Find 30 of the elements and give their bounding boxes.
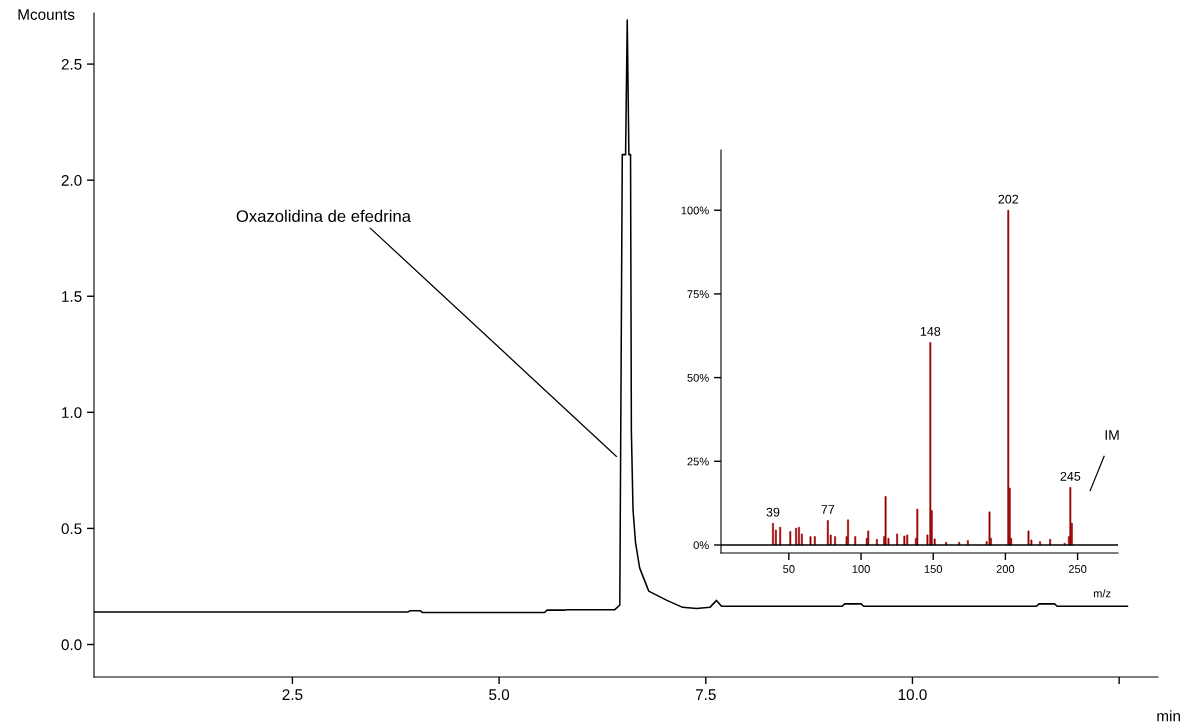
y-tick-label: 0% xyxy=(693,541,709,550)
y-tick-label: 75% xyxy=(687,290,709,299)
x-tick-label: 150 xyxy=(924,565,943,573)
x-tick-label: 50 xyxy=(783,565,795,573)
x-axis-title: min xyxy=(1157,710,1180,722)
x-tick-label: 200 xyxy=(996,565,1015,573)
y-axis-title: Mcounts xyxy=(18,9,75,20)
x-tick-label: 250 xyxy=(1068,565,1087,573)
annotation: 148 xyxy=(920,326,941,336)
x-tick-label: 2.5 xyxy=(282,689,303,701)
y-tick-label: 1.5 xyxy=(62,291,82,302)
annotation: Oxazolidina de efedrina xyxy=(236,209,411,223)
x-tick-label: 10.0 xyxy=(898,689,927,701)
y-tick-label: 1.0 xyxy=(62,407,82,419)
annotation: 245 xyxy=(1060,471,1081,481)
annotation: 39 xyxy=(766,507,780,517)
x-tick-label: 100 xyxy=(852,565,870,573)
y-tick-label: 0.0 xyxy=(61,639,82,651)
y-tick-label: 50% xyxy=(687,373,709,382)
annotation: 202 xyxy=(998,194,1019,204)
y-tick-label: 25% xyxy=(687,457,709,466)
annotation: IM xyxy=(1105,430,1119,440)
x-tick-label: 7.5 xyxy=(695,689,716,701)
x-tick-label: 5.0 xyxy=(489,689,510,701)
y-tick-label: 100% xyxy=(681,206,709,215)
x-axis-title: m/z xyxy=(1093,589,1111,598)
y-tick-label: 2.5 xyxy=(61,58,82,70)
y-tick-label: 0.5 xyxy=(61,523,82,535)
y-tick-label: 2.0 xyxy=(61,175,82,186)
annotation: 77 xyxy=(821,505,835,514)
